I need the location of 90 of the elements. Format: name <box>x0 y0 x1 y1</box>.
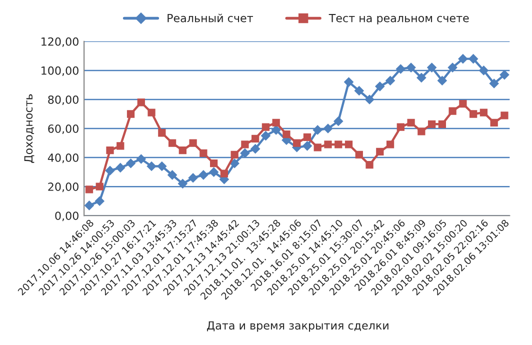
point <box>334 140 342 148</box>
point <box>282 130 290 138</box>
y-tick-label: 20,00 <box>48 182 78 192</box>
point <box>302 141 312 151</box>
point <box>427 62 436 72</box>
point <box>168 139 176 147</box>
point <box>210 160 218 168</box>
point <box>500 70 510 80</box>
point <box>136 154 146 164</box>
point <box>148 108 156 116</box>
point <box>344 77 354 87</box>
point <box>386 140 394 148</box>
point <box>480 108 488 116</box>
point <box>438 120 446 128</box>
y-tick-label: 0,00 <box>55 212 78 222</box>
point <box>458 54 468 64</box>
legend-label: Реальный счет <box>168 14 254 22</box>
point <box>96 182 104 190</box>
point <box>324 140 332 148</box>
point <box>241 140 249 148</box>
point <box>126 158 136 168</box>
point <box>220 170 228 178</box>
point <box>157 162 167 171</box>
point <box>364 94 374 104</box>
x-axis-title: Дата и время закрытия сделки <box>207 321 388 332</box>
point <box>396 123 404 131</box>
point <box>334 116 343 126</box>
point <box>438 76 447 86</box>
point <box>366 160 374 169</box>
point <box>137 98 145 106</box>
point <box>250 144 260 154</box>
point <box>146 162 156 171</box>
point <box>188 173 198 182</box>
point <box>262 123 270 131</box>
point <box>448 107 456 115</box>
point <box>116 142 124 150</box>
point <box>116 163 126 172</box>
point <box>428 120 436 128</box>
point <box>261 131 270 140</box>
point <box>375 82 385 92</box>
point <box>271 125 281 135</box>
point <box>106 146 114 154</box>
point <box>479 66 488 76</box>
point <box>500 112 508 120</box>
point <box>468 54 478 64</box>
point <box>448 62 458 72</box>
y-axis-title: Доходность <box>24 94 34 163</box>
point <box>209 167 218 177</box>
point <box>489 78 499 88</box>
point <box>303 133 312 142</box>
point <box>200 149 208 158</box>
y-tick-label: 100,00 <box>42 66 78 76</box>
point <box>230 158 240 168</box>
point <box>490 118 498 127</box>
point <box>459 100 467 108</box>
point <box>355 150 363 158</box>
point <box>84 200 94 210</box>
point <box>376 148 384 156</box>
point <box>126 110 135 118</box>
legend-label: Тест на реальном счете <box>328 14 469 24</box>
point <box>198 170 208 180</box>
y-tick-label: 120,00 <box>42 37 78 47</box>
point <box>168 170 177 180</box>
point <box>396 64 406 74</box>
point <box>344 140 353 148</box>
point <box>312 125 322 135</box>
point <box>416 73 426 82</box>
y-tick-label: 60,00 <box>48 124 78 134</box>
point <box>189 139 197 147</box>
point <box>95 196 104 206</box>
point <box>386 76 395 86</box>
point <box>470 110 478 118</box>
point <box>314 144 322 152</box>
point <box>323 124 333 134</box>
point <box>158 129 166 137</box>
point <box>105 166 115 176</box>
point <box>354 86 364 96</box>
point <box>418 128 426 136</box>
point <box>406 62 416 72</box>
point <box>240 148 250 158</box>
point <box>272 118 280 127</box>
point <box>293 139 301 147</box>
point <box>407 118 415 127</box>
y-tick-label: 40,00 <box>48 154 78 164</box>
point <box>230 150 238 158</box>
y-tick-label: 80,00 <box>48 95 78 105</box>
point <box>178 146 186 154</box>
point <box>252 134 260 142</box>
point <box>178 179 188 188</box>
point <box>85 186 94 194</box>
